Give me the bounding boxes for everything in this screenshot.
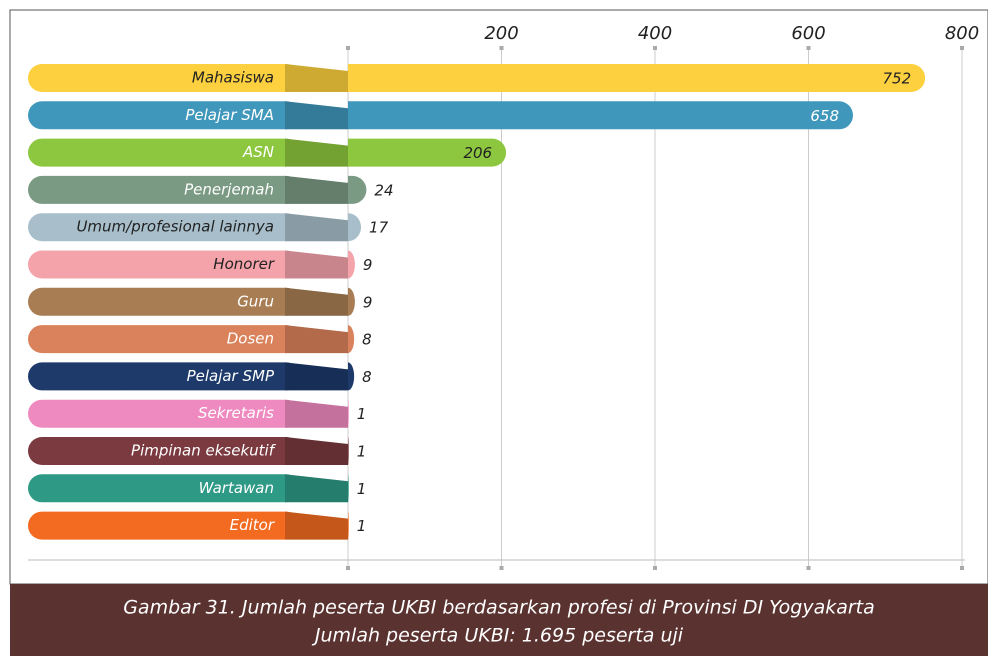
category-label: Pelajar SMP [187,367,275,385]
tick-mark [960,46,964,50]
bar [348,64,926,92]
ribbon-shade [285,287,348,316]
ribbon-shade [285,325,348,354]
tick-mark [346,566,350,570]
ribbon-fold [285,287,348,316]
ribbon-shade [285,213,348,242]
caption-line: Gambar 31. Jumlah peserta UKBI berdasark… [123,597,875,619]
value-label: 1 [357,405,367,423]
category-pill [28,437,300,465]
ribbon-fold [285,362,348,391]
category-pill [28,138,300,167]
bar [348,474,349,503]
ribbon-shade [285,399,348,428]
x-tick-label: 800 [945,23,979,44]
value-label: 24 [374,181,393,199]
x-tick-label: 400 [638,23,672,44]
bar [348,511,349,540]
bar [348,437,349,465]
value-label: 206 [463,144,492,162]
ribbon-fold [285,175,348,204]
ribbon-shade [285,175,348,204]
category-pill [28,325,300,354]
value-label: 9 [363,256,373,274]
bar [348,138,507,167]
value-label: 8 [362,368,372,386]
bar [348,325,355,354]
ribbon-shade [285,64,348,92]
ribbon-fold [285,399,348,428]
value-label: 658 [810,107,839,125]
value-label: 1 [357,443,367,461]
ribbon-fold [285,213,348,242]
value-label: 752 [883,70,912,88]
category-pill [28,287,300,316]
tick-mark [806,566,811,570]
category-label: Wartawan [199,479,274,497]
bar [348,175,367,204]
ribbon-fold [285,511,348,540]
category-label: Mahasiswa [192,69,274,87]
category-pill [28,362,300,391]
category-label: Dosen [227,330,274,348]
ribbon-shade [285,474,348,503]
tick-mark [499,46,504,50]
ribbon-shade [285,250,348,279]
caption-line: Jumlah peserta UKBI: 1.695 peserta uji [311,625,684,647]
category-label: Pelajar SMA [185,106,274,124]
category-label: Pimpinan eksekutif [131,442,277,460]
bar [348,287,355,316]
bar [348,399,349,428]
category-pill [28,399,300,428]
category-label: Penerjemah [184,180,274,198]
ribbon-fold [285,101,348,130]
ribbon-shade [285,511,348,540]
category-pill [28,474,300,503]
value-label: 9 [363,293,373,311]
tick-mark [960,566,964,570]
tick-mark [499,566,504,570]
category-label: Editor [230,516,275,534]
category-label: Guru [237,292,274,310]
tick-mark [653,566,657,570]
category-label: Umum/profesional lainnya [76,218,274,236]
caption-band [10,584,988,656]
ribbon-shade [285,138,348,167]
value-label: 1 [357,517,367,535]
category-label: ASN [242,143,274,161]
value-label: 8 [362,331,372,349]
tick-mark [806,46,811,50]
category-pill [28,101,300,130]
ribbon-fold [285,250,348,279]
ribbon-fold [285,474,348,503]
category-label: Sekretaris [198,404,274,422]
category-pill [28,511,300,540]
x-tick-label: 200 [484,23,518,44]
value-label: 17 [369,219,389,237]
ribbon-shade [285,437,348,465]
ribbon-fold [285,64,348,92]
bar [348,101,854,130]
value-label: 1 [357,480,367,498]
ribbon-fold [285,138,348,167]
ribbon-shade [285,362,348,391]
bar [348,250,355,279]
tick-mark [653,46,657,50]
category-pill [28,64,300,92]
x-tick-label: 600 [791,23,825,44]
category-pill [28,250,300,279]
category-pill [28,213,300,242]
category-label: Honorer [213,255,275,273]
bar [348,213,362,242]
ribbon-shade [285,101,348,130]
ribbon-fold [285,325,348,354]
tick-mark [346,46,350,50]
bar [348,362,355,391]
ribbon-fold [285,437,348,465]
category-pill [28,175,300,204]
